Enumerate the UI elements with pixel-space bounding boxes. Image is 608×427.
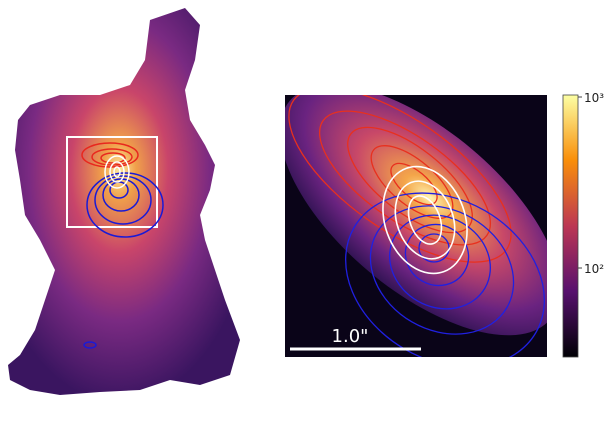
colorbar-label: 10² [584, 262, 604, 276]
scale-bar-label: 1.0" [332, 326, 369, 347]
colorbar-label: 10³ [584, 91, 604, 105]
zoom-panel: 1.0" [285, 95, 547, 357]
colorbar: 10³ 10² [562, 91, 604, 358]
overview-image [8, 8, 240, 395]
